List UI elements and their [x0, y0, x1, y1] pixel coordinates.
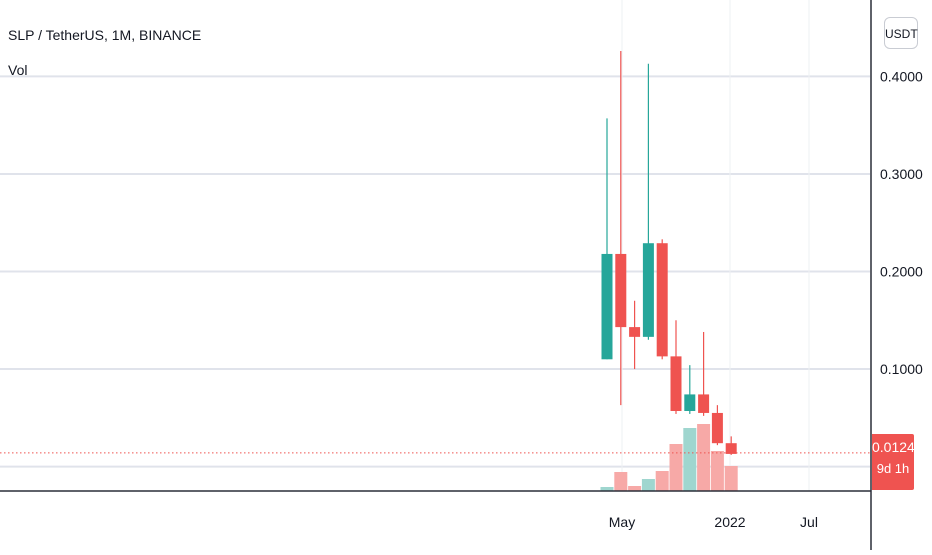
volume-bar	[641, 479, 655, 491]
candle-body	[656, 243, 668, 357]
candle-body	[711, 412, 723, 444]
last-price-value: 0.0124	[872, 439, 915, 455]
candle-body	[601, 253, 613, 360]
x-tick-label: Jul	[800, 514, 818, 530]
candle-body	[725, 443, 737, 454]
volume-bar	[600, 487, 614, 491]
volume-bar	[683, 428, 697, 491]
volume-bar	[628, 486, 642, 491]
symbol-legend[interactable]: SLP / TetherUS, 1M, BINANCE	[8, 27, 202, 43]
volume-bar	[614, 472, 628, 491]
volume-bar	[655, 471, 669, 491]
y-tick-label: 0.3000	[880, 166, 923, 182]
currency-button[interactable]: USDT	[884, 17, 918, 49]
volume-bar	[669, 444, 683, 491]
candle-body	[629, 327, 641, 337]
candle-body	[670, 356, 682, 411]
volume-legend[interactable]: Vol	[8, 62, 28, 78]
volume-bar	[724, 466, 738, 491]
x-tick-label: May	[609, 514, 635, 530]
volume-bar	[710, 451, 724, 491]
last-price-badge: 0.0124 9d 1h	[872, 434, 915, 490]
y-tick-label: 0.2000	[880, 264, 923, 280]
candle-body	[642, 243, 654, 337]
x-tick-label: 2022	[714, 514, 745, 530]
y-tick-label: 0.4000	[880, 68, 923, 84]
candle-body	[615, 253, 627, 328]
volume-bar	[697, 424, 711, 491]
candle-body	[684, 394, 696, 411]
y-tick-label: 0.1000	[880, 361, 923, 377]
candle-body	[698, 394, 710, 413]
bar-countdown: 9d 1h	[876, 461, 910, 476]
